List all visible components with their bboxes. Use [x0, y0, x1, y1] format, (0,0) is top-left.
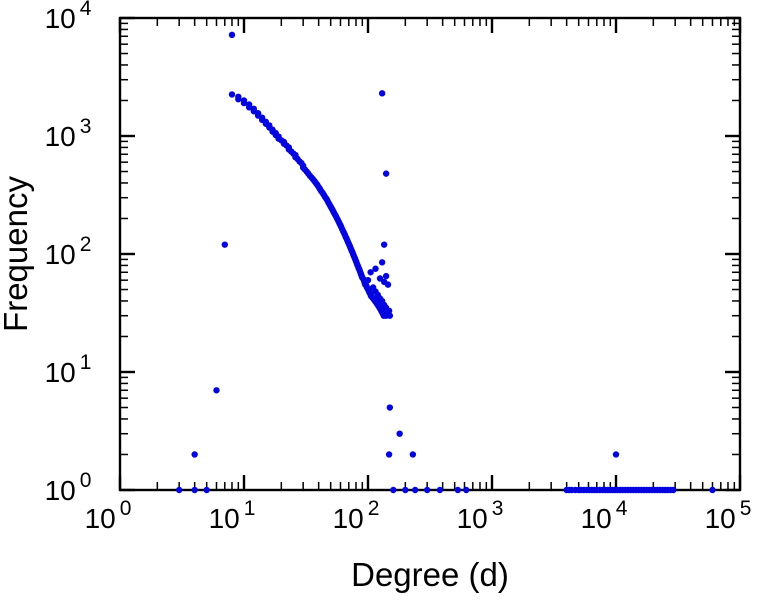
data-point [384, 281, 392, 288]
data-point [411, 486, 419, 494]
data-point [372, 265, 379, 272]
data-point [436, 486, 444, 494]
x-tick-label: 10 3 [457, 497, 504, 534]
data-point [709, 486, 716, 494]
data-point [423, 486, 431, 494]
y-tick-label: 10 3 [45, 115, 92, 152]
data-point [203, 486, 210, 494]
y-tick-label: 10 1 [45, 351, 92, 388]
x-tick-label: 10 0 [85, 497, 132, 534]
y-axis-title: Frequency [0, 176, 34, 332]
x-axis-title: Degree (d) [351, 556, 509, 593]
data-point [385, 451, 393, 458]
data-point [191, 451, 198, 458]
data-point [386, 404, 394, 411]
data-point [235, 96, 242, 103]
data-point [402, 486, 409, 494]
data-point [240, 99, 248, 107]
data-point [382, 170, 390, 177]
data-point [364, 276, 372, 284]
data-point [228, 31, 236, 39]
data-point [386, 312, 394, 319]
data-point [612, 451, 620, 458]
data-point [382, 272, 390, 280]
data-point [390, 486, 397, 494]
x-tick-label: 10 2 [333, 497, 380, 534]
x-tick-label: 10 1 [209, 497, 256, 534]
data-point [670, 486, 677, 494]
y-tick-label: 10 4 [45, 0, 92, 34]
data-point [221, 241, 228, 248]
x-tick-label: 10 5 [705, 497, 752, 534]
data-point [191, 486, 198, 494]
data-point [396, 430, 403, 437]
plot-frame [118, 16, 742, 492]
data-point [213, 387, 220, 394]
y-tick-label: 10 2 [45, 233, 92, 270]
data-point [385, 307, 393, 315]
data-point [175, 486, 183, 494]
data-point [454, 486, 462, 494]
data-point [228, 91, 236, 98]
data-point [409, 451, 417, 458]
y-tick-label: 10 0 [45, 469, 92, 506]
data-point [367, 269, 374, 276]
data-point [378, 90, 386, 97]
data-point [378, 259, 386, 266]
data-point [380, 241, 388, 248]
x-tick-label: 10 4 [581, 497, 628, 534]
data-point [463, 486, 470, 494]
